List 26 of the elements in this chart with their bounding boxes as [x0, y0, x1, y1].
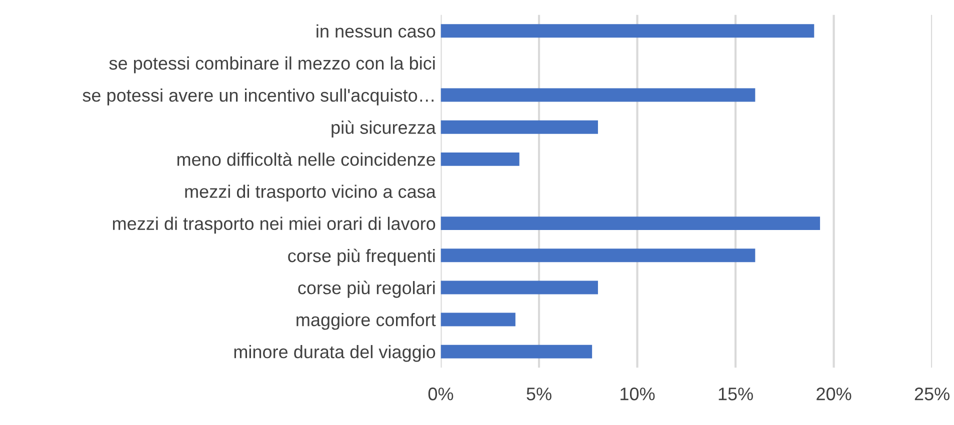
y-tick-label: se potessi avere un incentivo sull'acquisto… [82, 88, 434, 106]
x-tick-label: 5% [526, 388, 552, 400]
x-tick-label: 10% [620, 388, 655, 400]
bar [440, 280, 598, 294]
y-tick-label: se potessi combinare il mezzo con la bici [109, 56, 435, 74]
bar [440, 312, 516, 326]
y-tick-label: corse più frequenti [288, 248, 435, 266]
y-tick-label: più sicurezza [332, 120, 436, 138]
y-tick-label: corse più regolari [298, 280, 435, 298]
x-tick-label: 15% [718, 388, 753, 400]
bar [440, 248, 756, 262]
bar [440, 88, 756, 102]
y-tick-label: maggiore comfort [296, 312, 436, 330]
y-tick-label: mezzi di trasporto vicino a casa [185, 184, 436, 202]
bar [440, 344, 592, 358]
bar [440, 216, 820, 230]
y-tick-label: meno difficoltà nelle coincidenze [177, 152, 436, 166]
x-tick-label: 0% [428, 388, 454, 400]
y-tick-label: in nessun caso [316, 24, 436, 38]
y-tick-label: minore durata del viaggio [234, 345, 436, 362]
bar [440, 120, 598, 134]
x-tick-label: 25% [914, 388, 950, 400]
x-tick-label: 20% [816, 388, 852, 400]
bar [440, 24, 814, 38]
bar [440, 152, 520, 166]
y-tick-label: mezzi di trasporto nei miei orari di lavoro [112, 216, 436, 234]
